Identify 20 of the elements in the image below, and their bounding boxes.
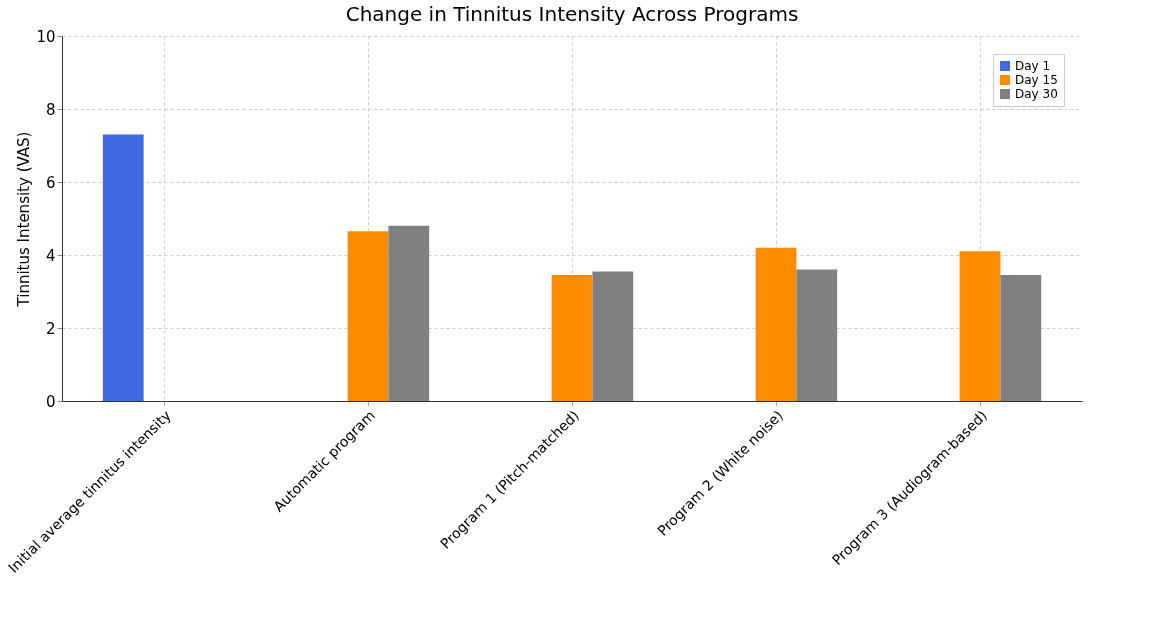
y-tick-label: 8 — [45, 100, 56, 119]
y-tick-label: 4 — [45, 246, 56, 265]
y-tick-label: 6 — [45, 173, 56, 192]
bar — [959, 251, 1001, 401]
bar — [796, 269, 838, 401]
y-tick-label: 0 — [45, 392, 56, 411]
bar — [388, 225, 430, 401]
y-tick-label: 10 — [36, 27, 56, 46]
legend-label: Day 1 — [1015, 59, 1051, 73]
chart-title: Change in Tinnitus Intensity Across Programs — [345, 2, 799, 26]
y-tick-label: 2 — [45, 319, 56, 338]
bar — [1000, 275, 1042, 401]
bar — [755, 247, 797, 401]
legend-label: Day 30 — [1015, 87, 1058, 101]
legend-label: Day 15 — [1015, 73, 1058, 87]
bar — [102, 134, 144, 401]
bar — [347, 231, 389, 401]
bar — [551, 275, 593, 401]
y-axis-title: Tinnitus Intensity (VAS) — [15, 131, 34, 308]
bar — [592, 271, 634, 401]
